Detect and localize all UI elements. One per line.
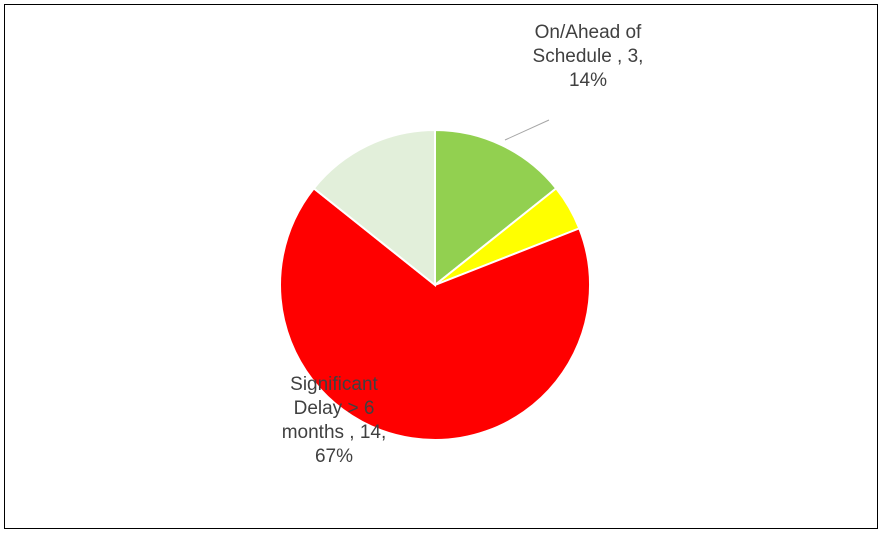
data-label-1: On/Ahead of Schedule , 3, 14% — [533, 22, 644, 91]
data-label-line: Schedule , 3, — [533, 46, 644, 67]
data-label-line: 67% — [315, 446, 353, 467]
pie-slice-1 — [434, 128, 558, 288]
data-label-line: months , 14, — [282, 422, 387, 443]
data-label-line: On/Ahead of — [535, 22, 642, 43]
data-labels: On/Ahead of Schedule , 3, 14% Significant De… — [282, 22, 644, 467]
pie-slice-4 — [312, 128, 436, 288]
pie-slices — [279, 128, 591, 441]
leader-line-1 — [504, 119, 550, 141]
data-label-3: Significant Delay > 6 months , 14, 67% — [282, 374, 387, 467]
leader-lines — [504, 119, 550, 141]
pie-slice-3 — [279, 186, 591, 441]
data-label-line: Delay > 6 — [294, 398, 375, 419]
data-label-line: Significant — [290, 374, 378, 395]
data-label-line: 14% — [569, 70, 607, 91]
